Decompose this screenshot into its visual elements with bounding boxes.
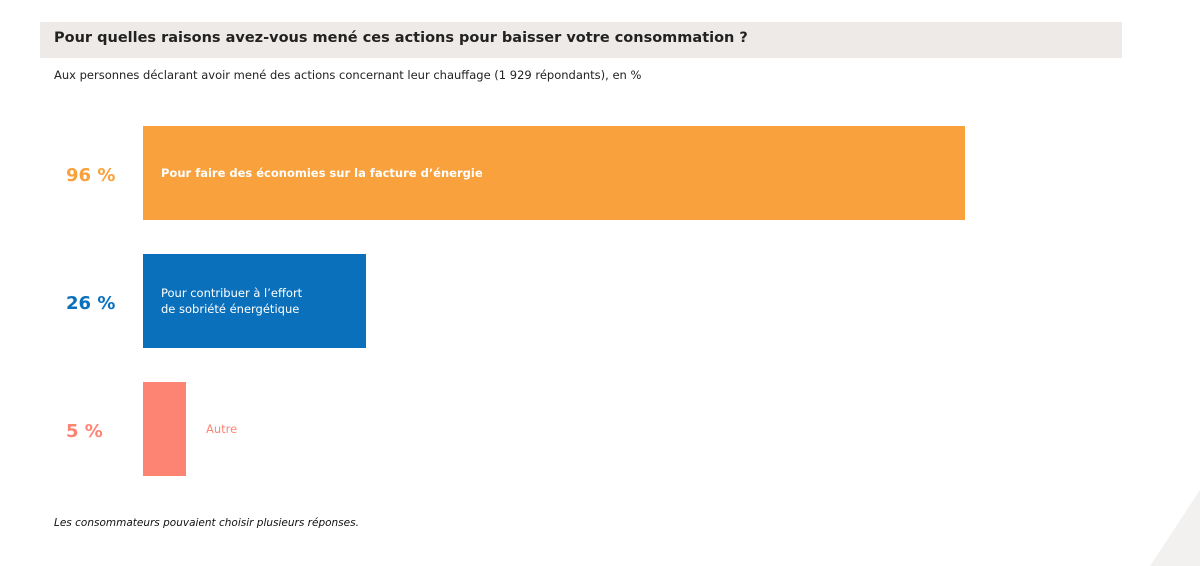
bar-3 — [143, 382, 186, 476]
value-label-3: 5 % — [66, 421, 103, 442]
value-label-1: 96 % — [66, 165, 115, 186]
value-label-2: 26 % — [66, 293, 115, 314]
corner-decoration — [1150, 490, 1200, 566]
category-label-3: Autre — [206, 422, 237, 436]
bar-1 — [143, 126, 965, 220]
category-label-1: Pour faire des économies sur la facture … — [161, 166, 483, 180]
bar-2 — [143, 254, 366, 348]
category-label-2: Pour contribuer à l’effort de sobriété én… — [161, 286, 303, 316]
chart-subtitle: Aux personnes déclarant avoir mené des a… — [54, 68, 642, 82]
footnote: Les consommateurs pouvaient choisir plus… — [54, 517, 359, 529]
title-band: Pour quelles raisons avez-vous mené ces … — [40, 22, 1122, 58]
chart-title: Pour quelles raisons avez-vous mené ces … — [54, 30, 748, 46]
